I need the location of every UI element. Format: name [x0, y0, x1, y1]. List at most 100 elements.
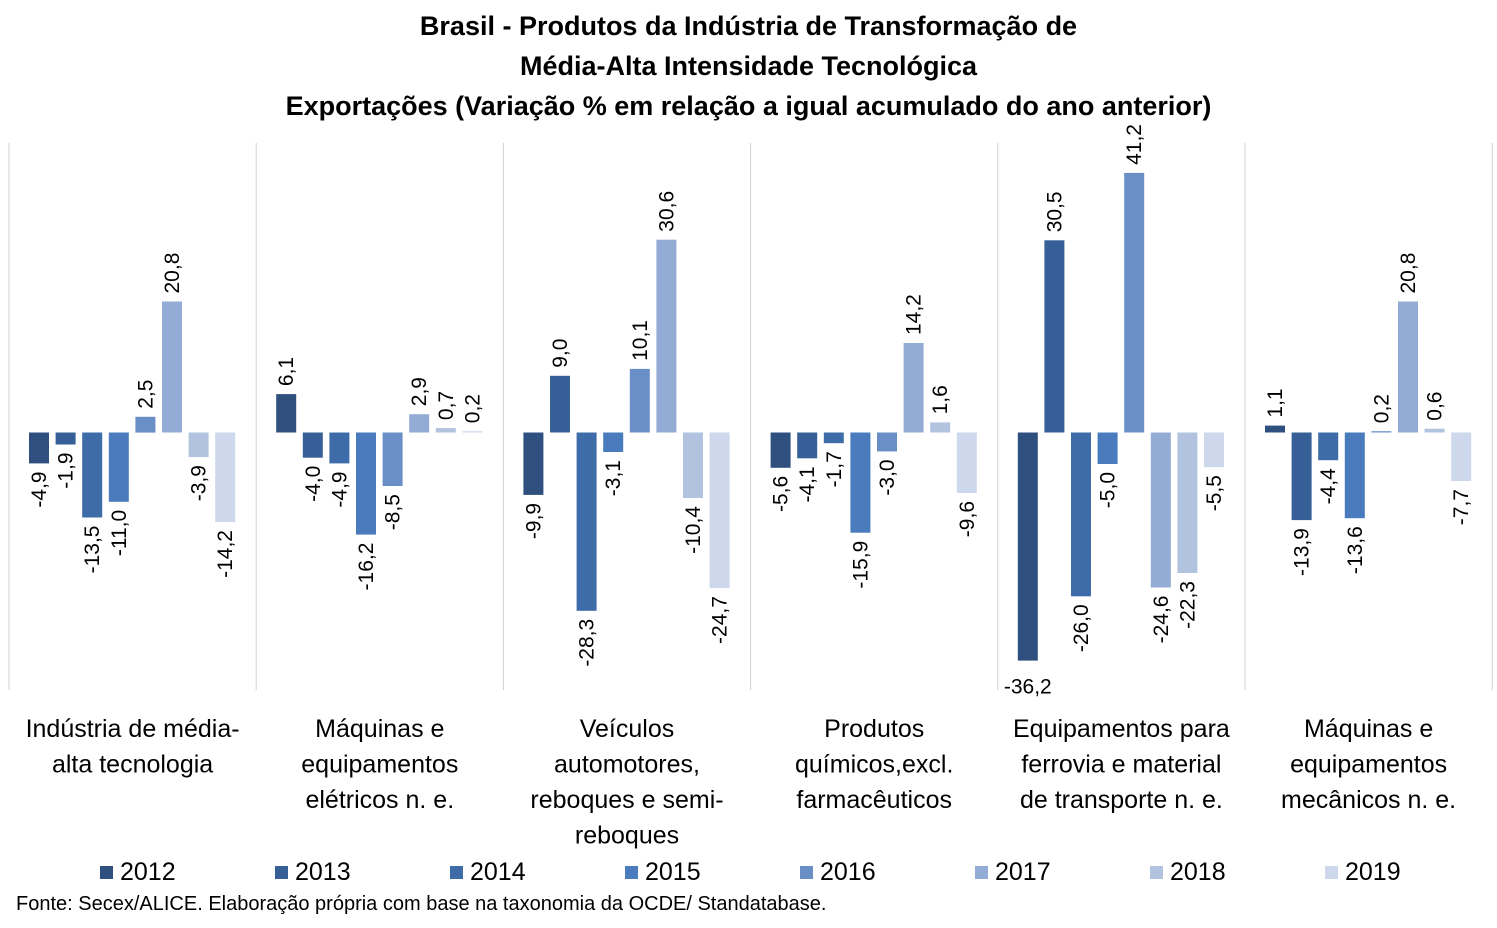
- bar-2018-6: [1424, 428, 1445, 433]
- data-label: -5,5: [1203, 475, 1226, 511]
- category-label: Indústria de média-alta tecnologia: [26, 715, 240, 779]
- bar-2012-3: [523, 432, 544, 495]
- data-label: -24,7: [709, 596, 732, 644]
- bar-2016-5: [1124, 172, 1145, 433]
- legend-item-2013: 2013: [275, 855, 351, 889]
- bar-2016-1: [135, 416, 156, 433]
- category-label-line: Produtos: [824, 715, 924, 743]
- bar-2018-3: [683, 432, 703, 498]
- bar-2013-4: [797, 432, 818, 459]
- bar-2015-1: [108, 432, 129, 502]
- bar-2018-4: [930, 422, 951, 433]
- legend-item-2017: 2017: [975, 855, 1051, 889]
- data-label: -5,0: [1097, 472, 1120, 508]
- bar-2013-5: [1044, 240, 1065, 433]
- data-label: -4,1: [796, 466, 819, 502]
- data-label: -28,3: [576, 619, 599, 667]
- source-note: Fonte: Secex/ALICE. Elaboração própria c…: [16, 893, 827, 915]
- bar-2017-3: [656, 239, 677, 433]
- bar-2015-3: [603, 432, 624, 452]
- title-line-2: Média-Alta Intensidade Tecnológica: [519, 51, 978, 81]
- bar-2018-2: [435, 428, 456, 433]
- bar-2019-1: [215, 432, 236, 522]
- category-label-line: elétricos n. e.: [305, 786, 454, 814]
- data-label: 6,1: [275, 357, 298, 386]
- category-label-line: Veículos: [580, 715, 675, 743]
- data-label: -36,2: [1004, 676, 1052, 699]
- data-label: 9,0: [549, 339, 572, 368]
- chart-legend: 2012 2013 2014 2015 2016 2017 2018 2019: [0, 855, 1497, 889]
- data-label: -4,9: [328, 471, 351, 507]
- bar-2015-2: [356, 432, 376, 535]
- legend-item-2016: 2016: [800, 855, 876, 889]
- legend-swatch: [1150, 865, 1163, 879]
- bar-2016-4: [877, 432, 897, 452]
- bar-2016-3: [629, 368, 650, 433]
- bar-2012-1: [29, 432, 49, 464]
- legend-swatch: [800, 865, 813, 879]
- data-label: -4,4: [1317, 468, 1340, 505]
- data-label: 0,2: [461, 394, 484, 423]
- bar-2014-6: [1318, 432, 1339, 461]
- legend-item-2012: 2012: [100, 855, 176, 889]
- title-line-1: Brasil - Produtos da Indústria de Transf…: [419, 11, 1078, 41]
- bar-2017-4: [903, 343, 924, 433]
- category-label: Produtos químicos,excl. farmacêuticos: [795, 715, 953, 814]
- bar-2019-3: [709, 432, 730, 589]
- category-label-line: de transporte n. e.: [1020, 786, 1223, 814]
- data-label: 1,6: [929, 385, 952, 414]
- bar-2012-4: [770, 432, 791, 468]
- bar-2018-1: [188, 432, 209, 458]
- bar-2013-3: [550, 375, 570, 433]
- chart-title: Brasil - Produtos da Indústria de Transf…: [0, 6, 1497, 126]
- data-label: -13,6: [1344, 526, 1367, 574]
- data-label: 30,5: [1043, 191, 1066, 232]
- bar-2015-5: [1097, 432, 1118, 464]
- data-label: 41,2: [1123, 124, 1146, 165]
- data-label: -3,1: [602, 460, 625, 496]
- category-label-line: Indústria de média-: [26, 715, 240, 743]
- bar-2013-1: [55, 432, 76, 445]
- legend-label: 2018: [1170, 857, 1226, 886]
- legend-item-2018: 2018: [1150, 855, 1226, 889]
- data-label: -13,9: [1291, 528, 1314, 576]
- category-label: Máquinas e equipamentos mecânicos n. e.: [1281, 715, 1456, 814]
- legend-item-2019: 2019: [1325, 855, 1401, 889]
- data-label: 30,6: [655, 191, 678, 232]
- legend-label: 2013: [295, 857, 351, 886]
- data-label: -26,0: [1070, 604, 1093, 652]
- bar-2017-5: [1150, 432, 1171, 588]
- data-label: 0,7: [435, 391, 458, 420]
- bar-2015-6: [1344, 432, 1365, 519]
- legend-label: 2014: [470, 857, 526, 886]
- bar-2012-5: [1017, 432, 1038, 661]
- bar-2014-3: [576, 432, 597, 611]
- data-label: 20,8: [161, 253, 184, 294]
- bar-2017-6: [1398, 301, 1418, 433]
- legend-label: 2016: [820, 857, 876, 886]
- category-label-line: automotores,: [554, 751, 700, 779]
- data-label: -10,4: [682, 506, 705, 554]
- bar-2014-1: [82, 432, 103, 518]
- category-label-line: equipamentos: [1290, 751, 1447, 779]
- category-label-line: mecânicos n. e.: [1281, 786, 1456, 814]
- category-label-line: Equipamentos para: [1013, 715, 1230, 743]
- bar-2019-5: [1204, 432, 1224, 468]
- category-label-line: alta tecnologia: [52, 751, 213, 779]
- data-label: -24,6: [1150, 596, 1173, 644]
- legend-swatch: [625, 865, 638, 879]
- bar-2016-2: [382, 432, 403, 486]
- data-label: -3,0: [876, 459, 899, 495]
- category-label-line: Máquinas e: [315, 715, 444, 743]
- category-label: Equipamentos para ferrovia e material de t…: [1013, 715, 1230, 814]
- bar-2014-4: [823, 432, 844, 444]
- bar-2014-2: [329, 432, 350, 464]
- bar-2013-6: [1291, 432, 1312, 521]
- category-label: Máquinas e equipamentos elétricos n. e.: [301, 715, 458, 814]
- category-label-line: equipamentos: [301, 751, 458, 779]
- bar-2016-6: [1371, 431, 1392, 433]
- data-label: -22,3: [1176, 581, 1199, 629]
- category-label-line: farmacêuticos: [796, 786, 952, 814]
- data-label: 20,8: [1397, 253, 1420, 294]
- data-label: 2,5: [134, 380, 157, 409]
